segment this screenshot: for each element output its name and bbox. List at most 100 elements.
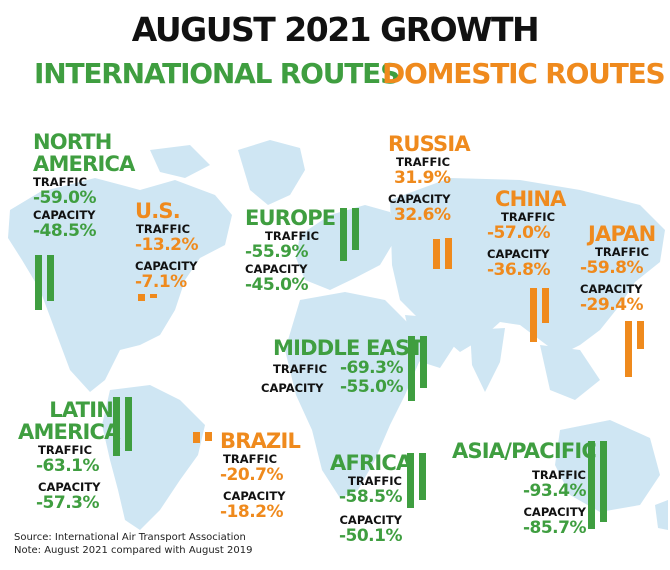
traffic-bar-china	[530, 288, 537, 342]
capacity-bar-china	[542, 288, 549, 323]
traffic-value: -20.7%	[220, 465, 284, 485]
capacity-label: CAPACITY	[339, 513, 402, 527]
traffic-label: TRAFFIC	[265, 229, 320, 243]
capacity-label: CAPACITY	[135, 259, 198, 273]
capacity-bar-japan	[637, 321, 644, 349]
region-name: NORTH AMERICA	[33, 130, 135, 176]
region-asia-pacific: ASIA/PACIFIC TRAFFIC -93.4% CAPACITY -85…	[452, 439, 597, 538]
capacity-bar-latin-america	[125, 397, 132, 451]
legend-domestic: DOMESTIC ROUTES	[382, 57, 666, 90]
traffic-bar-brazil	[193, 432, 200, 443]
region-brazil: BRAZIL TRAFFIC -20.7% CAPACITY -18.2%	[220, 429, 301, 522]
traffic-bar-middle-east	[408, 336, 415, 402]
capacity-value: -18.2%	[220, 502, 284, 522]
traffic-bar-russia	[433, 239, 440, 269]
capacity-bar-north-america	[47, 255, 54, 301]
traffic-label: TRAFFIC	[273, 362, 328, 376]
capacity-bar-europe	[352, 208, 359, 251]
region-name: ASIA/PACIFIC	[452, 439, 597, 463]
traffic-value: 31.9%	[394, 168, 451, 188]
greenland-shape	[238, 140, 305, 205]
traffic-value: -57.0%	[487, 223, 551, 243]
region-name: RUSSIA	[388, 132, 471, 156]
traffic-label: TRAFFIC	[531, 468, 586, 482]
canada-islands-shape	[150, 145, 210, 178]
capacity-bar-middle-east	[420, 336, 427, 388]
region-name: CHINA	[495, 187, 566, 211]
capacity-bar-africa	[419, 453, 426, 501]
north-america-shape	[8, 178, 232, 392]
note-line: Note: August 2021 compared with August 2…	[14, 545, 253, 556]
capacity-value: -55.0%	[339, 377, 404, 397]
africa-shape	[285, 292, 420, 498]
traffic-value: -69.3%	[339, 358, 404, 378]
traffic-label: TRAFFIC	[223, 452, 278, 466]
traffic-value: -55.9%	[245, 242, 309, 262]
region-latin-america: LATIN AMERICA TRAFFIC -63.1% CAPACITY -5…	[18, 398, 120, 513]
region-name: EUROPE	[245, 206, 336, 230]
arabia-shape	[405, 315, 455, 368]
australia-shape	[555, 420, 660, 512]
source-line: Source: International Air Transport Asso…	[14, 532, 246, 543]
traffic-label: TRAFFIC	[501, 210, 556, 224]
traffic-label: TRAFFIC	[396, 155, 451, 169]
capacity-value: -7.1%	[135, 272, 187, 292]
region-name: BRAZIL	[220, 429, 301, 453]
capacity-label: CAPACITY	[223, 489, 286, 503]
region-middle-east: MIDDLE EAST TRAFFIC -69.3% CAPACITY -55.…	[261, 336, 424, 397]
traffic-label: TRAFFIC	[38, 443, 93, 457]
traffic-row: TRAFFIC -69.3%	[273, 358, 404, 378]
region-name: AFRICA	[330, 451, 412, 475]
traffic-label: TRAFFIC	[595, 245, 650, 259]
traffic-bar-latin-america	[113, 397, 120, 457]
traffic-bar-japan	[625, 321, 632, 378]
traffic-bar-europe	[340, 208, 347, 261]
capacity-bar-russia	[445, 238, 452, 269]
region-north-america: NORTH AMERICA TRAFFIC -59.0% CAPACITY -4…	[33, 130, 135, 241]
region-us: U.S. TRAFFIC -13.2% CAPACITY -7.1%	[135, 199, 199, 292]
region-name: LATIN AMERICA	[18, 398, 120, 444]
traffic-value: -93.4%	[522, 481, 587, 501]
capacity-label: CAPACITY	[523, 505, 586, 519]
capacity-label: CAPACITY	[388, 192, 451, 206]
traffic-bar-africa	[407, 453, 414, 508]
traffic-value: -59.0%	[33, 188, 97, 208]
capacity-value: 32.6%	[394, 205, 451, 225]
capacity-value: -29.4%	[580, 295, 644, 315]
traffic-value: -13.2%	[135, 235, 199, 255]
region-name: JAPAN	[588, 222, 656, 246]
capacity-value: -85.7%	[522, 518, 587, 538]
traffic-value: -59.8%	[580, 258, 644, 278]
traffic-bar-asia-pacific	[588, 441, 595, 529]
capacity-value: -50.1%	[338, 526, 403, 546]
capacity-label: CAPACITY	[487, 247, 550, 261]
asia-shape	[390, 178, 665, 355]
capacity-bar-brazil	[205, 432, 212, 442]
traffic-label: TRAFFIC	[33, 175, 88, 189]
traffic-label: TRAFFIC	[347, 474, 402, 488]
capacity-bar-asia-pacific	[600, 441, 607, 522]
capacity-label: CAPACITY	[580, 282, 643, 296]
capacity-value: -45.0%	[245, 275, 309, 295]
capacity-value: -48.5%	[33, 221, 97, 241]
capacity-value: -57.3%	[36, 493, 100, 513]
se-asia-shape	[540, 345, 600, 400]
nz-shape	[655, 500, 668, 530]
india-shape	[470, 328, 505, 392]
region-china: CHINA TRAFFIC -57.0% CAPACITY -36.8%	[487, 188, 566, 280]
traffic-bar-north-america	[35, 255, 42, 311]
legend-international: INTERNATIONAL ROUTES	[34, 57, 400, 90]
traffic-label: TRAFFIC	[136, 222, 191, 236]
region-europe: EUROPE TRAFFIC -55.9% CAPACITY -45.0%	[245, 206, 336, 295]
traffic-bar-u-s-	[138, 294, 145, 301]
capacity-value: -36.8%	[487, 260, 551, 280]
page-title: AUGUST 2021 GROWTH	[131, 10, 540, 49]
capacity-label: CAPACITY	[38, 480, 101, 494]
traffic-value: -58.5%	[338, 487, 403, 507]
region-name: MIDDLE EAST	[273, 336, 424, 360]
region-russia: RUSSIA TRAFFIC 31.9% CAPACITY 32.6%	[388, 132, 471, 225]
source-note: Source: International Air Transport Asso…	[14, 531, 252, 557]
capacity-row: CAPACITY -55.0%	[261, 377, 404, 397]
region-name: U.S.	[135, 199, 181, 223]
